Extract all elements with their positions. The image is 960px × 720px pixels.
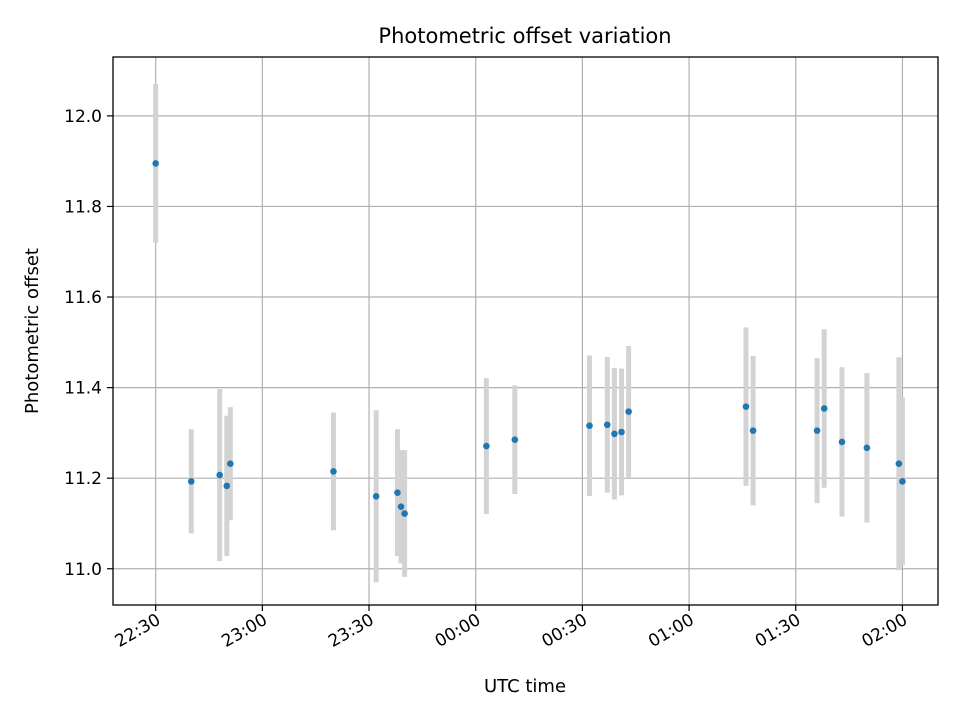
data-point — [895, 460, 903, 467]
data-point — [603, 421, 611, 429]
data-point — [227, 460, 234, 467]
error-bars — [153, 84, 905, 583]
data-points — [152, 160, 906, 517]
x-tick-label: 23:00 — [218, 610, 270, 652]
data-point — [483, 442, 490, 450]
x-tick-label: 01:30 — [752, 610, 804, 652]
data-point — [820, 405, 828, 412]
x-tick-label: 00:30 — [538, 610, 590, 652]
y-tick-label: 11.6 — [64, 288, 102, 308]
data-point — [625, 408, 632, 415]
data-point — [899, 478, 906, 485]
y-tick-label: 11.0 — [64, 560, 102, 580]
data-point — [838, 438, 846, 446]
data-point — [394, 489, 401, 496]
x-tick-label: 00:00 — [432, 610, 484, 652]
chart-title: Photometric offset variation — [378, 24, 671, 48]
data-point — [223, 482, 231, 490]
y-tick-label: 11.4 — [64, 379, 102, 399]
y-axis-label: Photometric offset — [22, 248, 43, 414]
plot-frame — [112, 56, 939, 606]
data-point — [187, 478, 195, 485]
data-point — [611, 430, 618, 438]
data-point — [742, 403, 750, 410]
x-axis-label: UTC time — [484, 676, 566, 697]
x-tick-label: 22:30 — [112, 610, 164, 652]
y-tick-label: 11.8 — [64, 197, 102, 217]
data-point — [863, 444, 871, 452]
x-axis: 22:30 23:00 23:30 00:00 00:30 01:00 01:30 02:00 — [112, 605, 911, 652]
data-point — [152, 160, 159, 167]
data-point — [749, 427, 757, 434]
data-point — [401, 510, 408, 517]
data-point — [618, 428, 625, 436]
y-tick-label: 12.0 — [64, 107, 102, 127]
y-axis: 11.0 11.2 11.4 11.6 11.8 12.0 — [64, 107, 113, 580]
x-tick-label: 02:00 — [859, 610, 911, 652]
data-point — [813, 427, 821, 434]
data-point — [330, 468, 337, 475]
data-point — [397, 503, 405, 511]
y-tick-label: 11.2 — [64, 469, 102, 489]
x-tick-label: 23:30 — [325, 610, 377, 652]
data-point — [216, 471, 223, 479]
data-point — [372, 493, 380, 500]
grid — [113, 57, 938, 605]
x-tick-label: 01:00 — [645, 610, 697, 652]
data-point — [511, 436, 519, 443]
data-point — [586, 422, 593, 429]
